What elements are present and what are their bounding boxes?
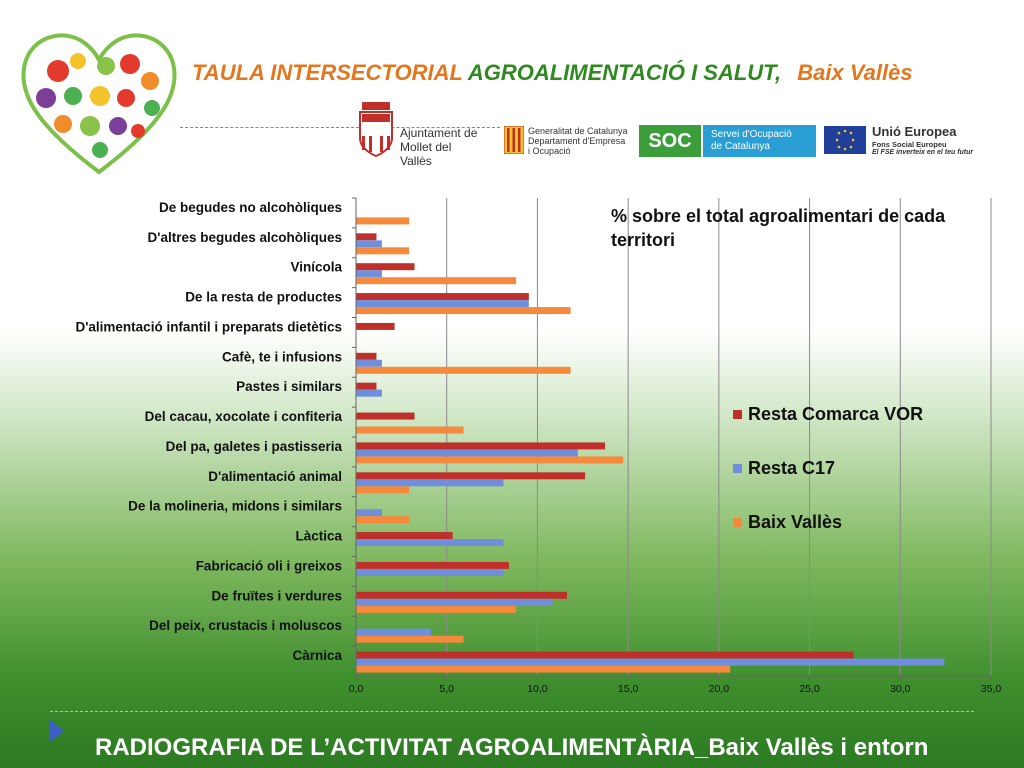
bar-chart: 0,0 5,0 10,0 15,0 20,0 25,0 30,0 35,0 De begudes… (75, 197, 1002, 695)
bar (356, 359, 382, 367)
category-label: Del pa, galetes i pastisseria (166, 439, 343, 454)
bar (356, 561, 509, 569)
bar (356, 479, 504, 487)
bar (356, 382, 377, 390)
sponsor-logos: Ajuntament de Mollet del Vallès Generali… (356, 100, 986, 168)
bar (356, 516, 410, 524)
bar (356, 322, 395, 330)
title-part-1: TAULA INTERSECTORIAL (192, 60, 463, 85)
logo-eu-sub1: Fons Social Europeu (872, 140, 947, 149)
bar (356, 635, 464, 643)
bar (356, 472, 586, 480)
bar (356, 293, 529, 301)
logo-generalitat-text: Generalitat de Catalunya Departament d'E… (528, 126, 628, 156)
legend-swatch (733, 464, 742, 473)
bar (356, 352, 377, 360)
category-label: Vinícola (290, 260, 342, 275)
bar (356, 568, 504, 576)
x-tick-label: 25,0 (799, 683, 820, 695)
logo-soc: SOC Servei d'Ocupació de Catalunya (639, 125, 816, 157)
bar (356, 509, 382, 517)
bar (356, 605, 517, 613)
category-label: De la resta de productes (185, 290, 342, 305)
bar (356, 591, 567, 599)
category-label: Del peix, crustacis i moluscos (149, 618, 342, 633)
legend-swatch (733, 518, 742, 527)
category-label: Làctica (295, 529, 342, 544)
heart-food-logo (21, 33, 177, 175)
x-tick-label: 30,0 (890, 683, 911, 695)
bar (356, 426, 464, 434)
bar (356, 532, 453, 540)
logo-soc-short: SOC (639, 125, 701, 157)
bar (356, 307, 571, 315)
bar (356, 247, 410, 255)
bar (356, 412, 415, 420)
category-label: De la molineria, midons i similars (128, 499, 342, 514)
category-label: De fruïtes i verdures (211, 588, 342, 603)
bar (356, 658, 945, 666)
eu-flag-icon (824, 126, 866, 154)
legend-entry: Resta Comarca VOR (748, 404, 923, 424)
header-divider (180, 127, 500, 128)
mollet-shield-icon (359, 102, 393, 158)
bar (356, 389, 382, 397)
bar (356, 486, 410, 494)
logo-eu-sub2: El FSE inverteix en el teu futur (872, 149, 974, 156)
bar (356, 366, 571, 374)
category-label: Fabricació oli i greixos (196, 558, 342, 573)
bar (356, 270, 382, 278)
legend-entry: Resta C17 (748, 458, 835, 478)
logo-eu-title: Unió Europea (872, 124, 957, 139)
footer-divider (50, 711, 974, 712)
logo-soc-long: Servei d'Ocupació de Catalunya (703, 125, 816, 157)
legend-swatch (733, 410, 742, 419)
bar (356, 300, 529, 308)
title-part-3: Baix Vallès (797, 60, 913, 85)
bar (356, 456, 624, 464)
x-tick-label: 5,0 (439, 683, 454, 695)
x-tick-label: 15,0 (618, 683, 639, 695)
category-label: D'alimentació infantil i preparats dietè… (75, 319, 342, 334)
category-label: D'altres begudes alcohòliques (147, 230, 342, 245)
bar (356, 665, 731, 673)
category-label: De begudes no alcohòliques (159, 200, 342, 215)
category-label: Cafè, te i infusions (222, 349, 342, 364)
bar (356, 233, 377, 241)
category-label: Càrnica (292, 648, 342, 663)
generalitat-flag-icon (504, 126, 524, 154)
category-label: D'alimentació animal (208, 469, 342, 484)
x-tick-label: 20,0 (709, 683, 730, 695)
bar (356, 442, 606, 450)
bar (356, 217, 410, 225)
x-tick-label: 10,0 (527, 683, 548, 695)
bar (356, 240, 382, 248)
bar (356, 598, 553, 606)
page-title: TAULA INTERSECTORIAL AGROALIMENTACIÓ I S… (192, 60, 913, 86)
legend-entry: Baix Vallès (748, 512, 842, 532)
category-label: Del cacau, xocolate i confiteria (145, 409, 343, 424)
bar (356, 628, 431, 636)
category-label: Pastes i similars (236, 379, 342, 394)
bar (356, 277, 517, 285)
x-tick-label: 0,0 (349, 683, 364, 695)
chart-note: % sobre el total agroalimentari de cada … (611, 206, 946, 250)
bar (356, 651, 854, 659)
x-tick-label: 35,0 (981, 683, 1002, 695)
title-part-2: AGROALIMENTACIÓ I SALUT, (467, 60, 782, 85)
bar (356, 449, 578, 457)
bar (356, 263, 415, 271)
footer-title: RADIOGRAFIA DE L’ACTIVITAT AGROALIMENTÀR… (95, 734, 929, 761)
bar (356, 539, 504, 547)
logo-mollet-text: Ajuntament de Mollet del Vallès (400, 126, 478, 168)
play-arrow-icon (50, 720, 64, 742)
